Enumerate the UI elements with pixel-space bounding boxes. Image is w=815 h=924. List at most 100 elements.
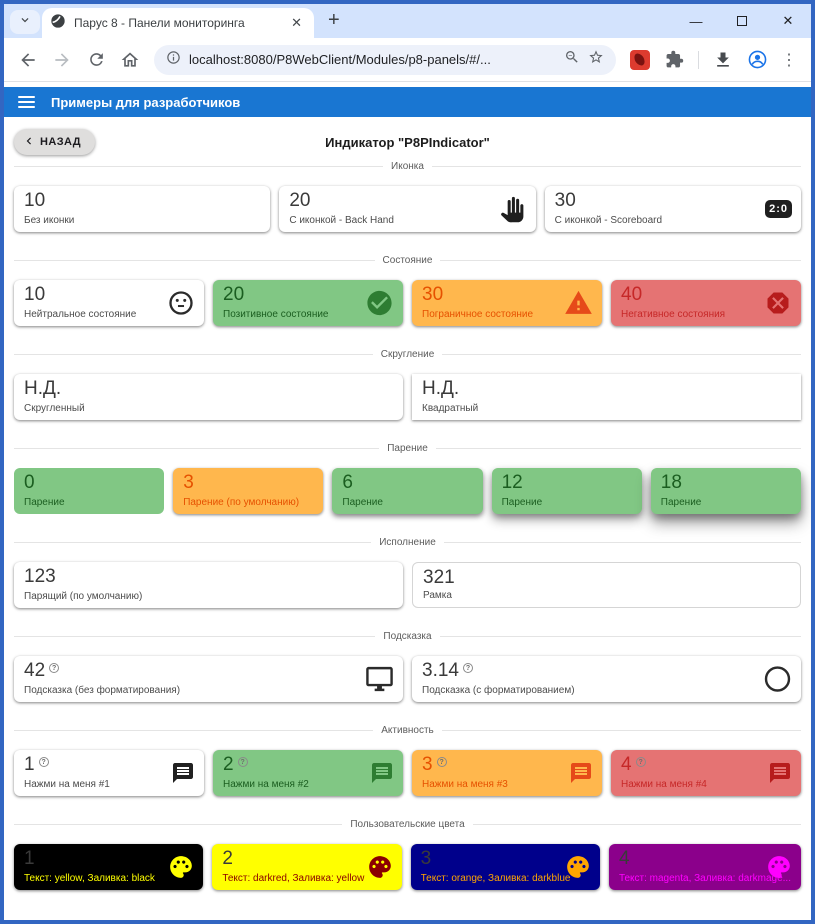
- indicator-value: 42?: [24, 660, 393, 682]
- back-button[interactable]: НАЗАД: [14, 129, 95, 155]
- url-text: localhost:8080/P8WebClient/Modules/p8-pa…: [189, 52, 491, 67]
- section-title: Подсказка: [383, 630, 432, 642]
- indicator-card-clickable[interactable]: 3? Нажми на меня #3: [412, 750, 602, 796]
- extension-red-icon[interactable]: [624, 44, 656, 76]
- section-title: Парение: [387, 442, 428, 454]
- indicator-card: 12 Парение: [491, 468, 642, 514]
- indicator-label: С иконкой - Back Hand: [289, 215, 394, 226]
- downloads-icon[interactable]: [707, 44, 739, 76]
- indicator-value: 6: [342, 472, 353, 493]
- app-header: Примеры для разработчиков: [4, 87, 811, 117]
- hint-badge-icon: ?: [635, 757, 646, 767]
- hint-badge-icon: ?: [462, 663, 473, 673]
- indicator-value: 4?: [621, 754, 791, 776]
- indicator-label: Негативное состояния: [621, 309, 726, 320]
- address-bar[interactable]: localhost:8080/P8WebClient/Modules/p8-pa…: [154, 44, 616, 75]
- indicator-label: Парение: [660, 497, 702, 508]
- indicator-value: Н.Д.: [24, 378, 62, 399]
- section-divider-elevation: Парение: [14, 441, 801, 455]
- indicator-value: 20: [223, 284, 245, 305]
- hint-badge-icon: ?: [49, 663, 60, 673]
- indicator-value: Н.Д.: [422, 378, 460, 399]
- back-nav-button[interactable]: [12, 44, 44, 76]
- indicator-card: Н.Д. Скругленный: [14, 374, 403, 420]
- indicator-value: 4: [618, 848, 630, 869]
- site-favicon: [50, 13, 66, 34]
- chat-bubble-icon: [569, 761, 593, 785]
- indicator-card: 40 Негативное состояния: [611, 280, 801, 326]
- site-info-icon[interactable]: [166, 50, 181, 70]
- cards-row-state: 10 Нейтральное состояние 20 Позитивное с…: [4, 280, 811, 326]
- section-title: Исполнение: [379, 536, 436, 548]
- section-divider-state: Состояние: [14, 253, 801, 267]
- browser-tab[interactable]: Парус 8 - Панели мониторинга ✕: [42, 8, 314, 38]
- maximize-button[interactable]: [719, 14, 765, 29]
- chevron-left-icon: [22, 134, 36, 151]
- palette-icon: [766, 854, 792, 880]
- indicator-card: 20 С иконкой - Back Hand: [279, 186, 536, 232]
- indicator-card: 18 Парение: [650, 468, 801, 514]
- cards-row-icons: 10 Без иконки 20 С иконкой - Back Hand 3…: [4, 186, 811, 232]
- extensions-puzzle-icon[interactable]: [658, 44, 690, 76]
- indicator-value: 3?: [422, 754, 592, 776]
- indicator-value: 123: [24, 566, 56, 587]
- section-title: Скругление: [380, 348, 435, 360]
- zoom-out-icon[interactable]: [564, 49, 580, 70]
- indicator-value: 12: [501, 472, 523, 493]
- indicator-label: Пограничное состояние: [422, 309, 534, 320]
- profile-icon[interactable]: [741, 44, 773, 76]
- indicator-card-clickable[interactable]: 1? Нажми на меня #1: [14, 750, 204, 796]
- close-button[interactable]: ✕: [782, 13, 794, 28]
- indicator-card: 123 Парящий (по умолчанию): [14, 562, 403, 608]
- indicator-card: Н.Д. Квадратный: [412, 374, 801, 420]
- indicator-card: 10 Нейтральное состояние: [14, 280, 204, 326]
- indicator-card: 3 Текст: orange, Заливка: darkblue: [410, 844, 600, 890]
- indicator-label: Без иконки: [24, 215, 75, 226]
- reload-button[interactable]: [80, 44, 112, 76]
- chat-bubble-icon: [370, 761, 394, 785]
- back-hand-icon: [498, 195, 527, 224]
- page-content: НАЗАД Индикатор "P8PIndicator" Иконка 10…: [4, 117, 811, 920]
- app-header-title: Примеры для разработчиков: [51, 94, 241, 110]
- indicator-card-clickable[interactable]: 4? Нажми на меня #4: [611, 750, 801, 796]
- tab-close-icon[interactable]: ✕: [291, 15, 302, 30]
- indicator-card-clickable[interactable]: 2? Нажми на меня #2: [213, 750, 403, 796]
- home-button[interactable]: [114, 44, 146, 76]
- new-tab-button[interactable]: +: [328, 9, 340, 31]
- indicator-label: Нажми на меня #4: [621, 779, 707, 790]
- indicator-label: Парение: [501, 497, 543, 508]
- cards-row-rounding: Н.Д. Скругленный Н.Д. Квадратный: [4, 374, 811, 420]
- indicator-value: 40: [621, 284, 643, 305]
- indicator-card: 0 Парение: [14, 468, 165, 514]
- minimize-button[interactable]: —: [689, 13, 703, 29]
- indicator-label: Скругленный: [24, 403, 85, 414]
- forward-nav-button[interactable]: [46, 44, 78, 76]
- palette-icon: [367, 854, 393, 880]
- cards-row-variant: 123 Парящий (по умолчанию) 321 Рамка: [4, 562, 811, 608]
- indicator-label: Нажми на меня #3: [422, 779, 508, 790]
- indicator-value: 10: [24, 284, 46, 305]
- warning-icon: [564, 289, 593, 318]
- bookmark-star-icon[interactable]: [588, 49, 604, 70]
- section-divider-tooltip: Подсказка: [14, 629, 801, 643]
- browser-menu-icon[interactable]: ⋮: [781, 51, 797, 69]
- indicator-label: С иконкой - Scoreboard: [554, 215, 663, 226]
- section-title: Состояние: [382, 254, 433, 266]
- indicator-value: 1?: [24, 754, 194, 776]
- indicator-value: 321: [423, 567, 455, 588]
- hint-badge-icon: ?: [38, 757, 49, 767]
- indicator-label: Парение (по умолчанию): [183, 497, 300, 508]
- section-title: Активность: [381, 724, 434, 736]
- palette-icon: [168, 854, 194, 880]
- cards-row-tooltip: 42? Подсказка (без форматирования) 3.14?…: [4, 656, 811, 702]
- hamburger-menu-icon[interactable]: [18, 96, 35, 108]
- desktop-monitor-icon: [365, 665, 394, 694]
- indicator-label: Подсказка (без форматирования): [24, 685, 181, 696]
- indicator-card: 1 Текст: yellow, Заливка: black: [14, 844, 204, 890]
- indicator-card: 3.14? Подсказка (с форматированием): [412, 656, 801, 702]
- indicator-value: 2?: [223, 754, 393, 776]
- section-divider-icons: Иконка: [14, 159, 801, 173]
- indicator-card: 3 Парение (по умолчанию): [173, 468, 324, 514]
- tab-search-button[interactable]: [10, 10, 40, 34]
